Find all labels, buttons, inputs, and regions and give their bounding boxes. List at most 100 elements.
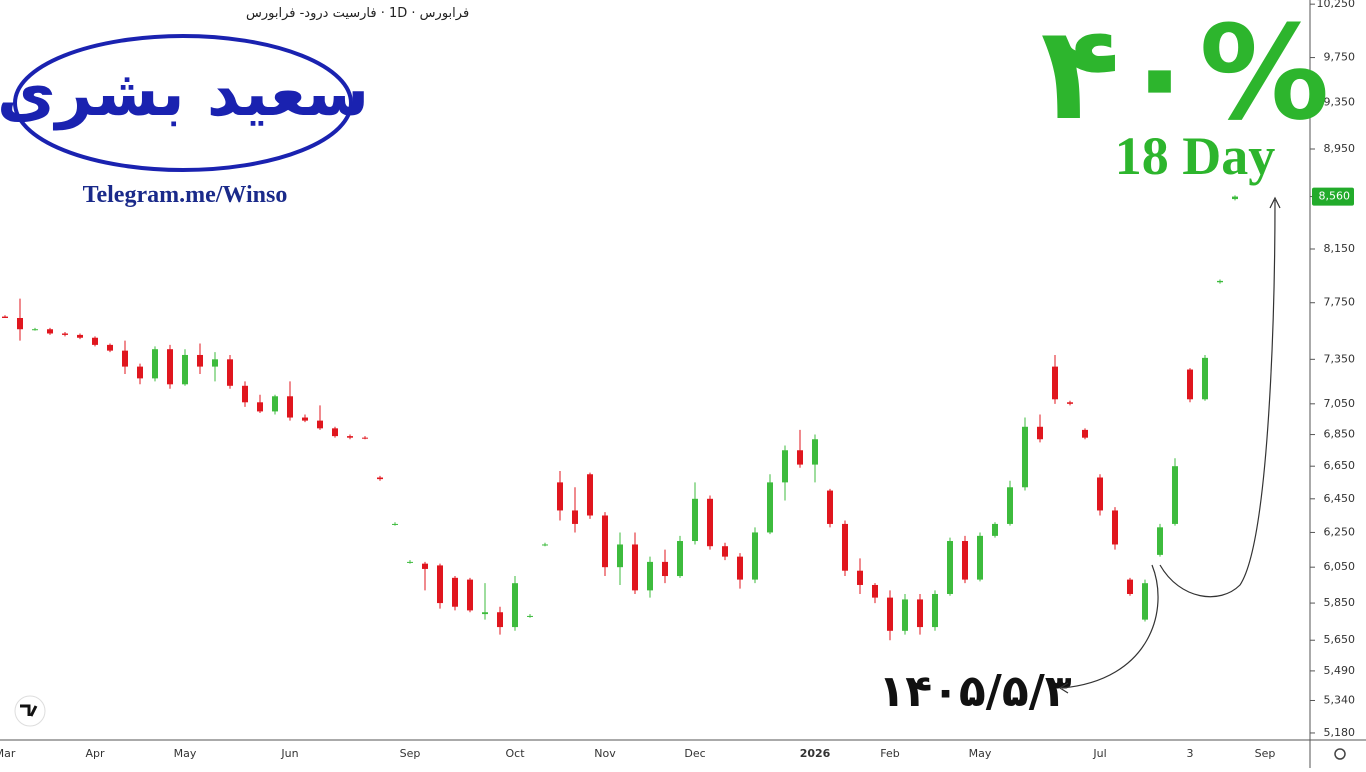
x-tick-label: Mar xyxy=(0,747,16,760)
candle-body xyxy=(722,546,728,557)
arrowhead xyxy=(1269,196,1281,209)
candle-body xyxy=(932,593,938,628)
candle-body xyxy=(1082,429,1088,438)
channel-text: Telegram.me/Winso xyxy=(83,182,288,208)
candle-body xyxy=(107,344,113,351)
x-tick-label: Dec xyxy=(684,747,705,760)
x-tick-label: 2026 xyxy=(800,747,831,760)
tv-logo-mark xyxy=(20,704,38,717)
candle-body xyxy=(1232,196,1238,200)
candle-body xyxy=(197,354,203,367)
candle-body xyxy=(32,329,38,331)
x-tick-label: May xyxy=(969,747,992,760)
candle-body xyxy=(392,523,398,525)
candle-body xyxy=(902,599,908,631)
candle-body xyxy=(512,583,518,628)
candle-body xyxy=(437,565,443,604)
candle-body xyxy=(452,577,458,607)
logo-oval xyxy=(13,34,353,172)
candle-body xyxy=(317,420,323,429)
candle-body xyxy=(227,359,233,386)
candle-body xyxy=(482,612,488,615)
x-tick-label: Apr xyxy=(85,747,105,760)
x-tick-label: Feb xyxy=(880,747,899,760)
candle-body xyxy=(152,349,158,379)
candle-body xyxy=(572,510,578,524)
candle-body xyxy=(1142,583,1148,620)
candle-body xyxy=(1097,477,1103,511)
candle-body xyxy=(212,359,218,367)
candle-body xyxy=(287,396,293,418)
candle-body xyxy=(1067,402,1073,404)
plot: 5,180 5,340 5,490 5,650 5,850 6,050 6,250 6,450… xyxy=(0,0,1355,760)
last-price-box xyxy=(1312,187,1354,206)
candle-body xyxy=(257,402,263,412)
candle-body xyxy=(407,561,413,563)
y-tick-label: 6,050 xyxy=(1324,560,1356,573)
y-tick-label: 5,850 xyxy=(1324,596,1356,609)
x-tick-label: Oct xyxy=(505,747,525,760)
date-annotation: ۱۴۰۵/۵/۳ xyxy=(878,666,1071,717)
candle-body xyxy=(797,450,803,465)
y-tick-label: 8,950 xyxy=(1324,142,1356,155)
candle-body xyxy=(662,561,668,577)
candle-body xyxy=(182,354,188,385)
candle-body xyxy=(677,541,683,577)
candle-body xyxy=(587,474,593,516)
candle-body xyxy=(917,599,923,628)
y-tick-label: 7,750 xyxy=(1324,296,1356,309)
candle-body xyxy=(362,437,368,439)
candle-body xyxy=(887,597,893,631)
candle-body xyxy=(302,417,308,421)
candle-body xyxy=(1127,579,1133,594)
candle-body xyxy=(62,333,68,335)
candle-body xyxy=(242,385,248,403)
candle-body xyxy=(947,541,953,594)
y-tick-label: 10,250 xyxy=(1317,0,1356,10)
x-tick-label: May xyxy=(174,747,197,760)
candle-body xyxy=(332,428,338,437)
candle-body xyxy=(827,490,833,524)
candle-body xyxy=(347,436,353,438)
candle-body xyxy=(977,535,983,580)
candle-body xyxy=(542,544,548,546)
candle-body xyxy=(752,532,758,580)
gain-text: ۴۰% xyxy=(1041,0,1330,149)
candle-body xyxy=(692,498,698,542)
candle-body xyxy=(47,329,53,334)
duration-text: 18 Day xyxy=(1115,126,1276,186)
candle-body xyxy=(812,439,818,465)
candle-body xyxy=(602,515,608,568)
candle-body xyxy=(122,350,128,367)
candle-body xyxy=(1202,357,1208,400)
candle-body xyxy=(737,556,743,580)
candle-body xyxy=(497,612,503,628)
candle-body xyxy=(857,570,863,585)
y-tick-label: 6,650 xyxy=(1324,459,1356,472)
candle-body xyxy=(992,523,998,536)
candle-body xyxy=(1217,280,1223,283)
candle-body xyxy=(647,561,653,591)
x-tick-label: Sep xyxy=(400,747,421,760)
x-tick-label: Jul xyxy=(1092,747,1106,760)
candle-body xyxy=(422,563,428,569)
y-tick-label: 7,050 xyxy=(1324,397,1356,410)
y-tick-label: 8,560 xyxy=(1319,190,1351,203)
candle-body xyxy=(767,482,773,533)
candle-body xyxy=(872,584,878,598)
y-tick-label: 6,850 xyxy=(1324,428,1356,441)
candle-body xyxy=(272,396,278,412)
settings-icon[interactable] xyxy=(1334,748,1346,760)
candle-body xyxy=(92,337,98,345)
candle-body xyxy=(1112,510,1118,545)
candle-body xyxy=(137,366,143,379)
y-tick-label: 6,450 xyxy=(1324,492,1356,505)
candle-body xyxy=(1007,487,1013,524)
y-tick-label: 8,150 xyxy=(1324,242,1356,255)
y-tick-label: 9,350 xyxy=(1324,95,1356,108)
y-tick-label: 5,180 xyxy=(1324,726,1356,739)
arrow xyxy=(1061,564,1159,689)
candle-body xyxy=(1052,366,1058,400)
candle-body xyxy=(782,450,788,483)
x-tick-label: Jun xyxy=(280,747,298,760)
